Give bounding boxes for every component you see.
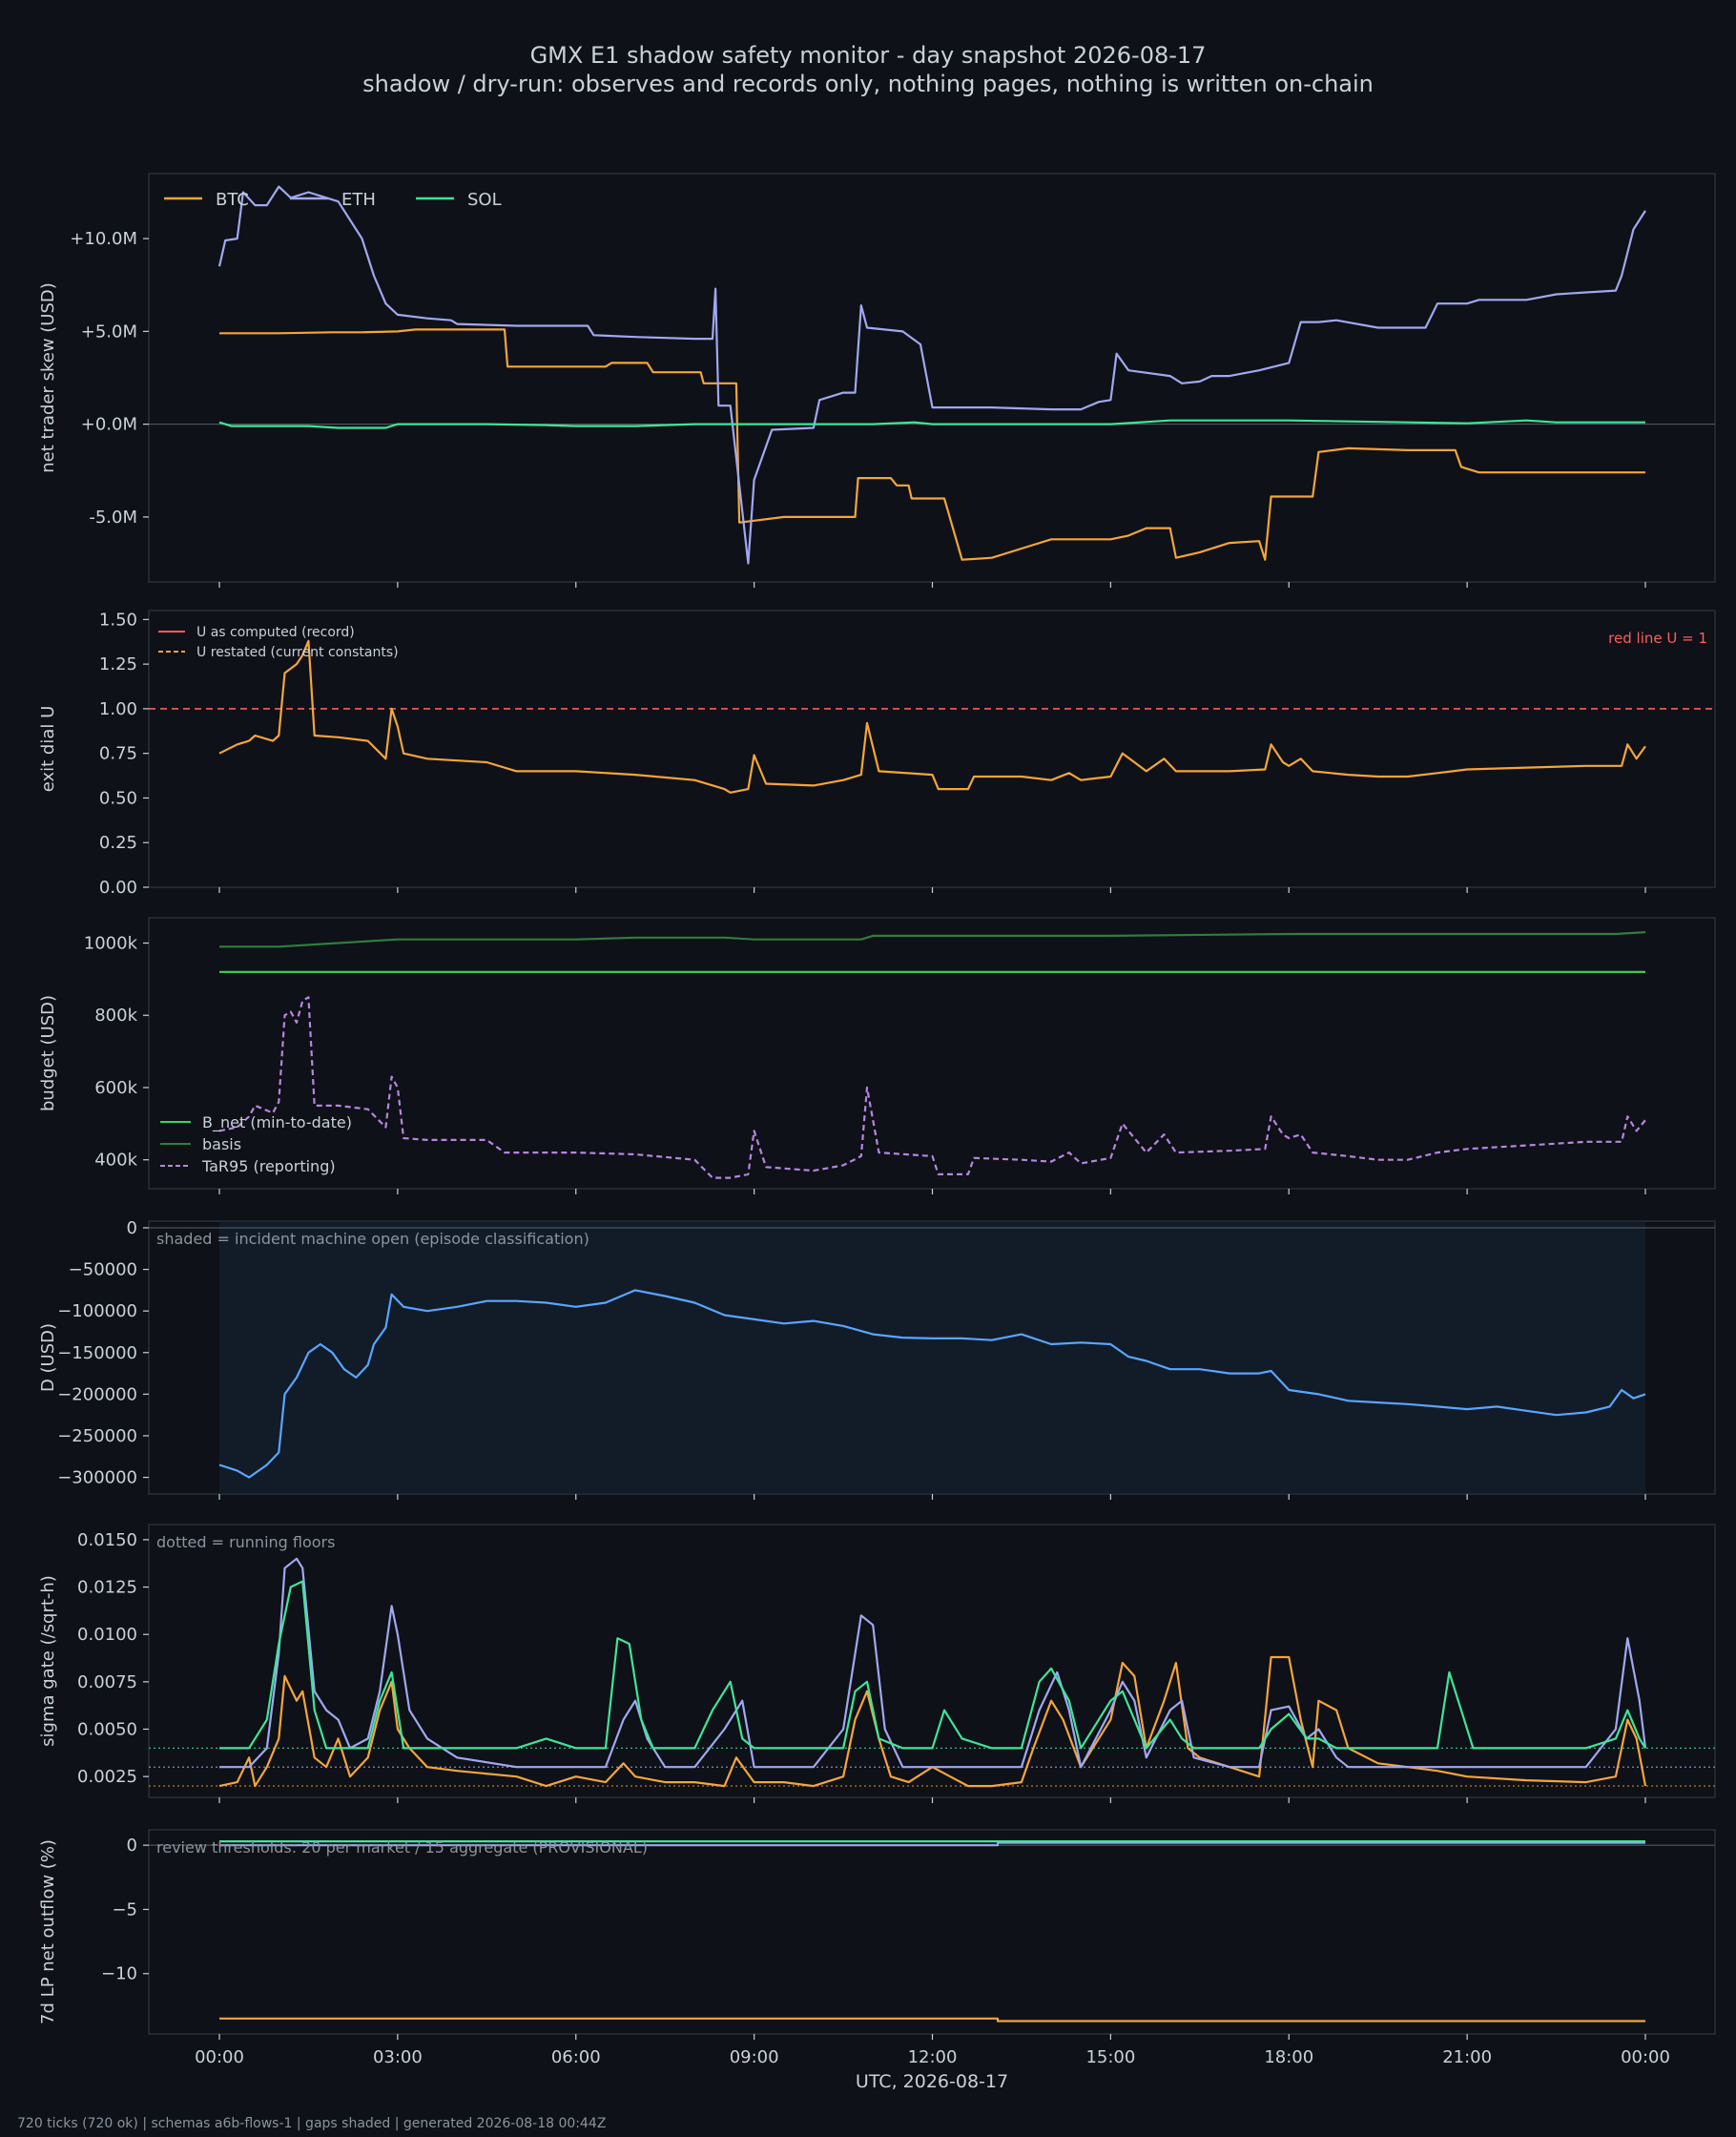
x-tick-label: 21:00 bbox=[1442, 2047, 1492, 2067]
panel-6: 0 −5 −10 00:00 03:00 06:00 09:00 12:00 15:00 18:0… bbox=[38, 1829, 1716, 2067]
y-tick-label: +0.0M bbox=[81, 415, 137, 435]
series-line-eth bbox=[217, 185, 1646, 565]
footer-text: 720 ticks (720 ok) | schemas a6b-flows-1… bbox=[17, 2116, 606, 2131]
y-tick-label: 0.0025 bbox=[77, 1767, 137, 1787]
legend-label: ETH bbox=[341, 190, 376, 210]
figure-subtitle: shadow / dry-run: observes and records o… bbox=[362, 71, 1374, 97]
y-tick-label: 0 bbox=[127, 1836, 137, 1856]
panel-2: 0.00 0.25 0.50 0.75 1.00 1.25 1.50 exit dial U r… bbox=[38, 610, 1716, 898]
y-tick-label: −5 bbox=[112, 1899, 137, 1919]
x-tick-label: 09:00 bbox=[730, 2047, 779, 2067]
series-line-btc bbox=[218, 1655, 1647, 1788]
y-axis-label: budget (USD) bbox=[38, 995, 58, 1111]
panels: +10.0M +5.0M +0.0M -5.0M net trader skew (US… bbox=[38, 173, 1716, 2067]
panel-3: 400k 600k 800k 1000k budget (USD) B_net (min-… bbox=[38, 917, 1716, 1194]
x-tick-label: 15:00 bbox=[1085, 2047, 1135, 2067]
y-tick-label: 600k bbox=[94, 1078, 137, 1098]
panel-annotation: shaded = incident machine open (episode … bbox=[156, 1230, 589, 1248]
panel-5: 0.0025 0.0050 0.0075 0.0100 0.0125 0.0150 sigm… bbox=[38, 1524, 1716, 1803]
y-tick-label: 0.25 bbox=[99, 833, 137, 853]
y-axis-label: net trader skew (USD) bbox=[38, 282, 58, 473]
x-axis-label: UTC, 2026-08-17 bbox=[856, 2071, 1008, 2092]
y-axis-label: exit dial U bbox=[38, 706, 58, 793]
y-tick-label: 0.50 bbox=[99, 788, 137, 808]
series-line-d bbox=[218, 1289, 1646, 1479]
y-tick-label: 400k bbox=[94, 1151, 137, 1171]
panel-4: 0 −50000 −100000 −150000 −200000 −250000 −3000… bbox=[38, 1218, 1716, 1500]
series-line-sol bbox=[218, 419, 1645, 429]
legend-label: BTC bbox=[216, 190, 249, 210]
y-axis-label: 7d LP net outflow (%) bbox=[38, 1839, 58, 2024]
y-axis-label: D (USD) bbox=[38, 1323, 58, 1392]
legend-label: U as computed (record) bbox=[196, 625, 355, 640]
y-tick-label: −250000 bbox=[57, 1426, 137, 1446]
y-tick-label: +5.0M bbox=[81, 322, 137, 342]
y-tick-label: 0.0150 bbox=[77, 1530, 137, 1550]
y-tick-label: 0.0050 bbox=[77, 1720, 137, 1740]
y-tick-label: 0.75 bbox=[99, 744, 137, 764]
x-tick-label: 00:00 bbox=[195, 2047, 244, 2067]
legend-label: TaR95 (reporting) bbox=[201, 1157, 336, 1175]
y-tick-label: 0.0075 bbox=[77, 1672, 137, 1692]
y-axis-label: sigma gate (/sqrt-h) bbox=[38, 1575, 58, 1747]
red-line-annotation: red line U = 1 bbox=[1608, 630, 1707, 647]
x-tick-label: 03:00 bbox=[373, 2047, 423, 2067]
y-tick-label: −10 bbox=[101, 1964, 137, 1984]
series-line-btc bbox=[219, 2017, 1645, 2023]
y-tick-label: 0.0100 bbox=[77, 1625, 137, 1645]
series-line-sol bbox=[219, 1580, 1646, 1750]
y-tick-label: 800k bbox=[94, 1006, 137, 1026]
legend-label: basis bbox=[202, 1135, 241, 1153]
series-line-btc bbox=[219, 328, 1645, 561]
series-line-u-as-computed-record- bbox=[218, 639, 1646, 794]
legend-label: U restated (current constants) bbox=[196, 645, 399, 660]
y-tick-label: 0 bbox=[127, 1218, 137, 1238]
y-tick-label: 1.00 bbox=[99, 699, 137, 719]
y-tick-label: −100000 bbox=[57, 1301, 137, 1321]
legend: B_net (min-to-date) basis TaR95 (reporting… bbox=[160, 1113, 352, 1175]
x-tick-label: 00:00 bbox=[1621, 2047, 1670, 2067]
y-tick-label: 1.50 bbox=[99, 610, 137, 630]
y-tick-label: −300000 bbox=[57, 1468, 137, 1488]
y-tick-label: 1000k bbox=[84, 934, 138, 954]
legend: BTC ETH SOL bbox=[164, 190, 502, 210]
panel-annotation: review thresholds: 20 per market / 15 ag… bbox=[156, 1838, 648, 1857]
y-tick-label: 1.25 bbox=[99, 654, 137, 674]
y-tick-label: −150000 bbox=[57, 1343, 137, 1363]
figure-title: GMX E1 shadow safety monitor - day snaps… bbox=[530, 42, 1207, 69]
panel-annotation: dotted = running floors bbox=[156, 1533, 335, 1551]
legend-label: B_net (min-to-date) bbox=[202, 1113, 352, 1132]
x-tick-label: 12:00 bbox=[908, 2047, 958, 2067]
series-line-eth bbox=[219, 1841, 1645, 1847]
y-tick-label: +10.0M bbox=[70, 229, 137, 249]
panel-1: +10.0M +5.0M +0.0M -5.0M net trader skew (US… bbox=[38, 173, 1716, 588]
legend: U as computed (record) U restated (curren… bbox=[158, 625, 399, 660]
y-tick-label: 0.0125 bbox=[77, 1578, 137, 1598]
x-tick-label: 18:00 bbox=[1264, 2047, 1313, 2067]
y-tick-label: −50000 bbox=[69, 1260, 137, 1280]
incident-shade bbox=[219, 1221, 1645, 1494]
y-tick-label: -5.0M bbox=[89, 508, 137, 528]
x-tick-label: 06:00 bbox=[551, 2047, 601, 2067]
y-tick-label: −200000 bbox=[57, 1384, 137, 1404]
legend-label: SOL bbox=[467, 190, 502, 210]
y-tick-label: 0.00 bbox=[99, 878, 137, 898]
series-line-basis bbox=[219, 931, 1646, 948]
